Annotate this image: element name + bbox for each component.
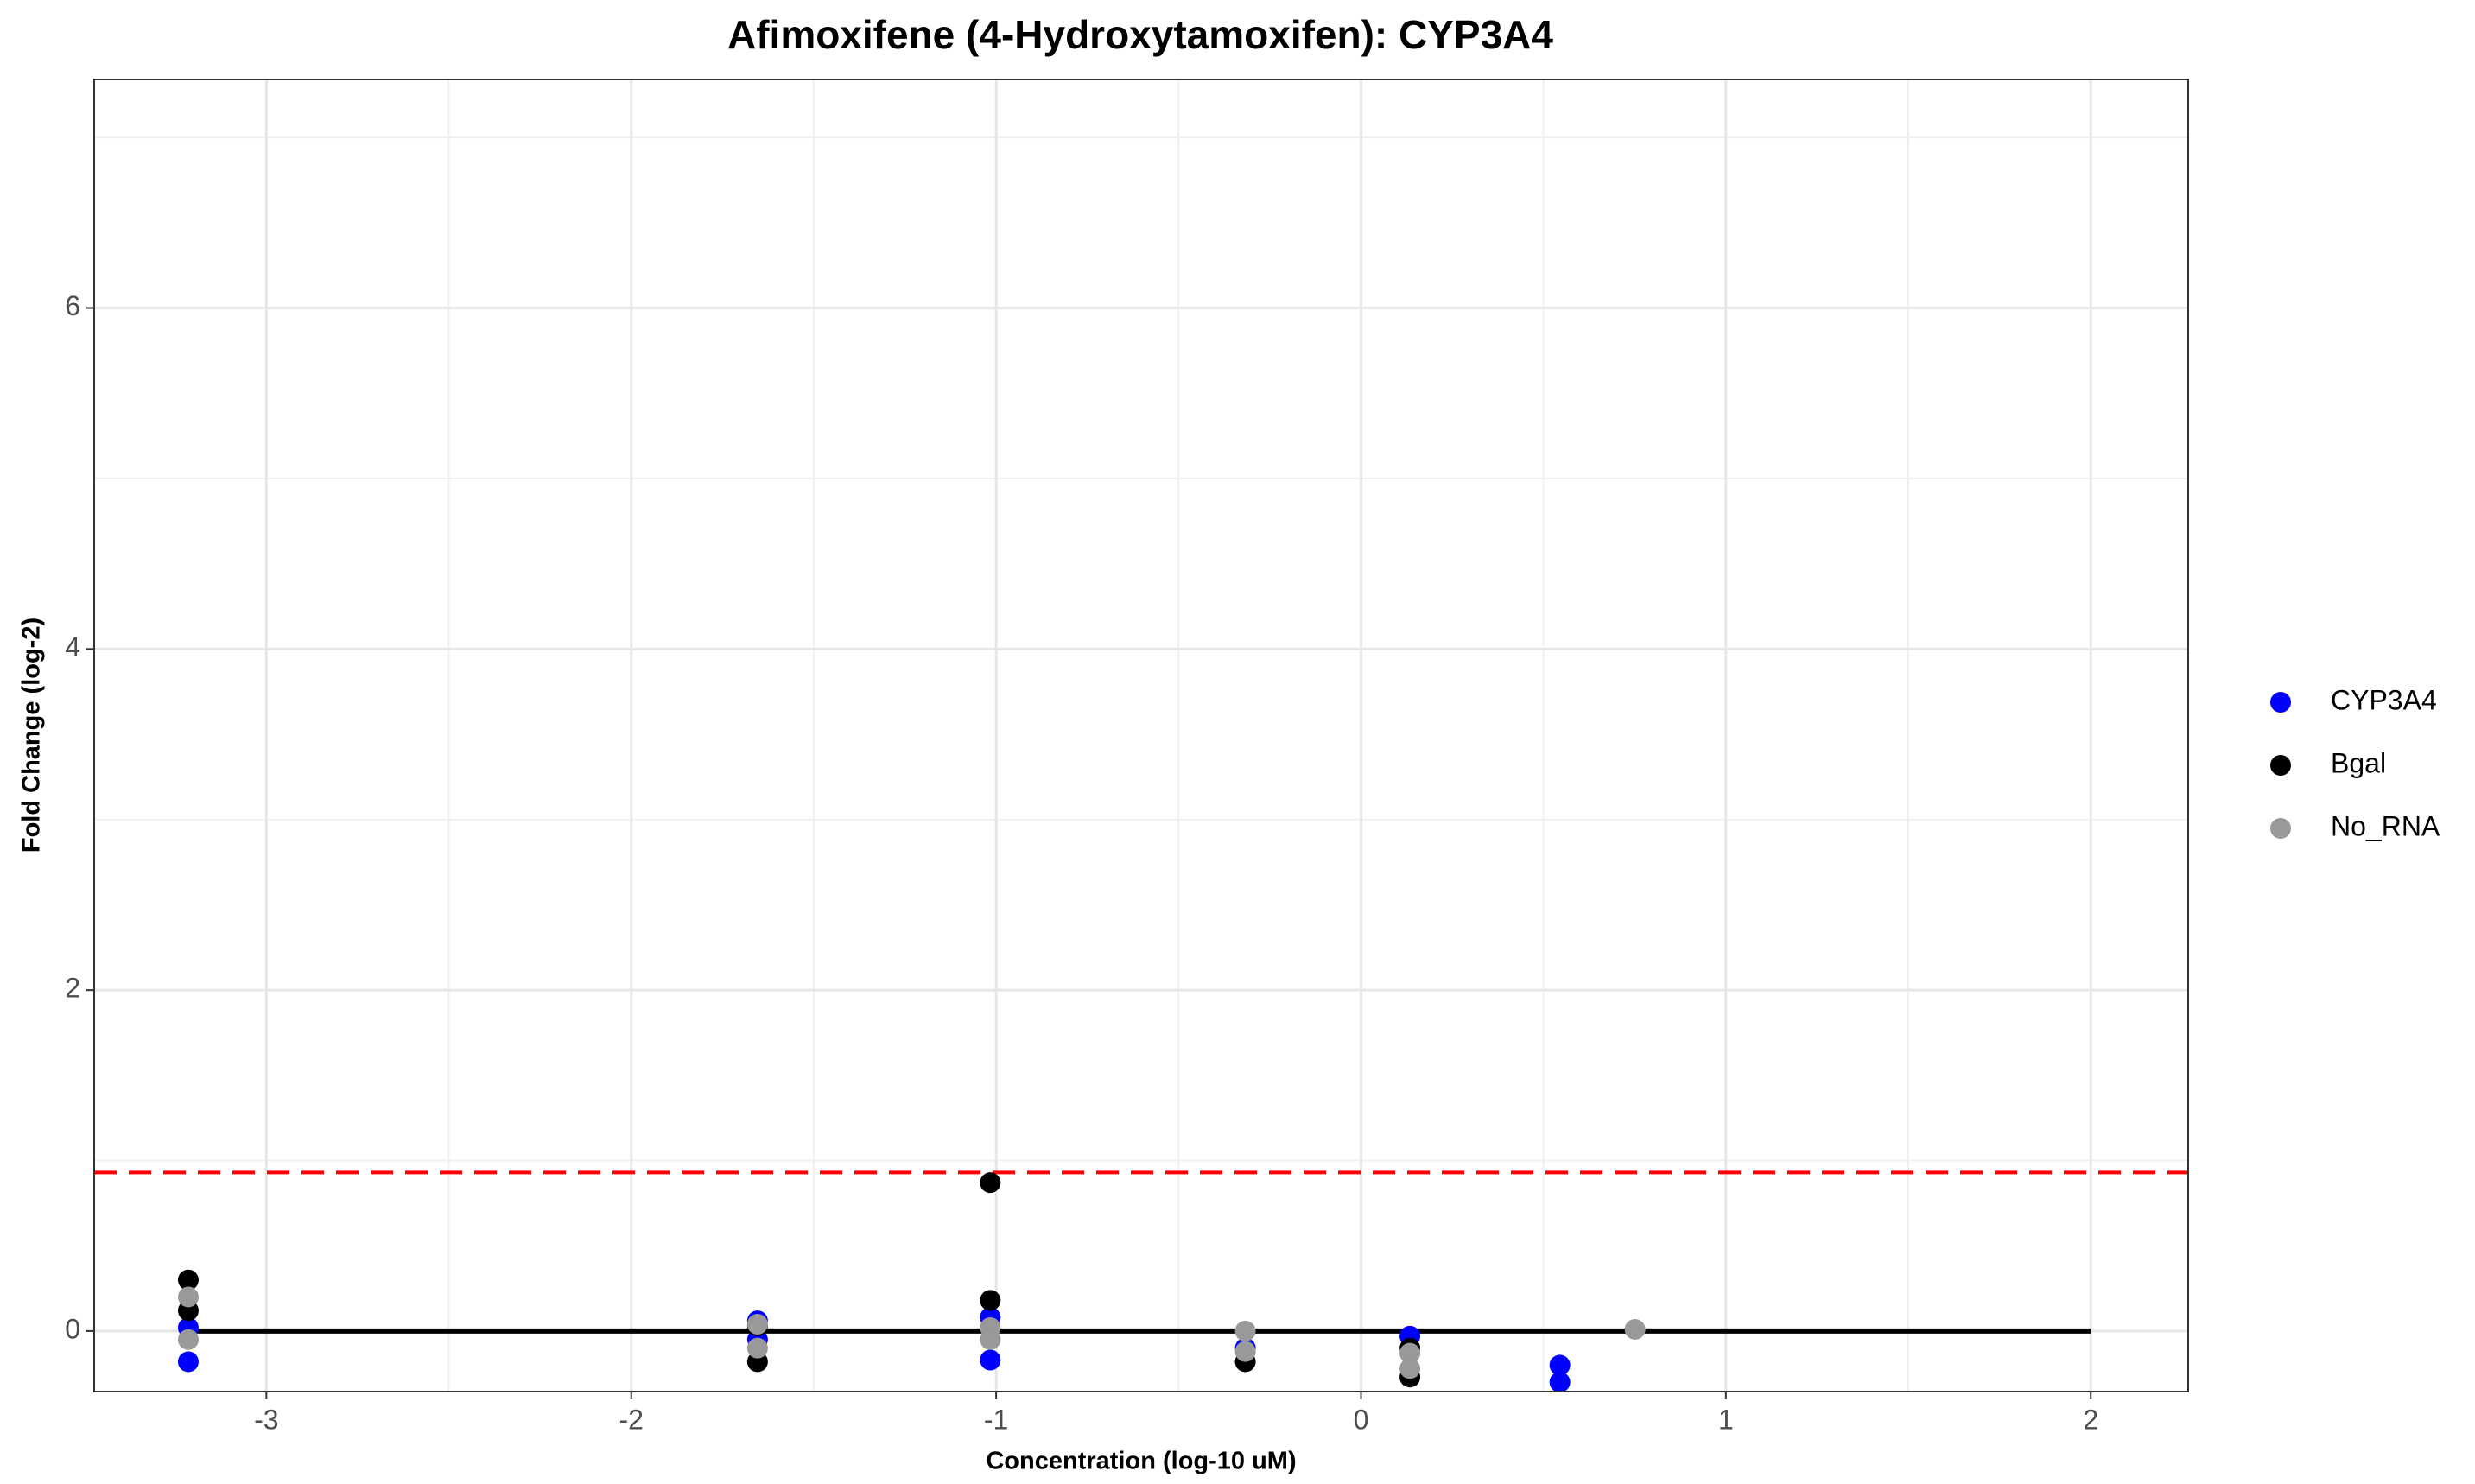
point bbox=[1624, 1318, 1646, 1340]
x-tick-label: 2 bbox=[2083, 1404, 2098, 1435]
point bbox=[177, 1351, 199, 1373]
point bbox=[177, 1286, 199, 1308]
x-tick-label: -2 bbox=[619, 1404, 644, 1435]
legend-label: No_RNA bbox=[2331, 810, 2440, 841]
x-tick-label: -1 bbox=[984, 1404, 1008, 1435]
point bbox=[980, 1290, 1001, 1311]
point bbox=[1234, 1341, 1256, 1362]
x-tick-label: -3 bbox=[254, 1404, 278, 1435]
point bbox=[746, 1314, 768, 1335]
y-tick-label: 6 bbox=[65, 290, 80, 321]
panel-border bbox=[93, 79, 2189, 1392]
point bbox=[1399, 1342, 1421, 1364]
point bbox=[1399, 1358, 1421, 1379]
y-tick-label: 4 bbox=[65, 631, 80, 663]
point bbox=[1549, 1354, 1571, 1376]
legend-label: CYP3A4 bbox=[2331, 684, 2437, 715]
legend-label: Bgal bbox=[2331, 747, 2386, 778]
y-axis-label: Fold Change (log-2) bbox=[18, 618, 46, 853]
legend-key bbox=[2270, 818, 2291, 839]
point bbox=[746, 1337, 768, 1359]
point bbox=[980, 1172, 1001, 1194]
y-tick-label: 2 bbox=[65, 973, 80, 1004]
chart-title: Afimoxifene (4-Hydroxytamoxifen): CYP3A4 bbox=[727, 12, 1553, 57]
point bbox=[177, 1269, 199, 1291]
x-tick-label: 0 bbox=[1354, 1404, 1369, 1435]
point bbox=[177, 1329, 199, 1350]
point bbox=[980, 1329, 1001, 1350]
x-tick-label: 1 bbox=[1718, 1404, 1734, 1435]
legend-key bbox=[2270, 755, 2291, 776]
plot-panel bbox=[94, 79, 2188, 1392]
x-axis-label: Concentration (log-10 uM) bbox=[986, 1448, 1296, 1475]
point bbox=[1549, 1372, 1571, 1393]
y-tick-label: 0 bbox=[65, 1313, 80, 1344]
point bbox=[1234, 1320, 1256, 1341]
point bbox=[980, 1349, 1001, 1371]
legend-key bbox=[2270, 692, 2291, 713]
